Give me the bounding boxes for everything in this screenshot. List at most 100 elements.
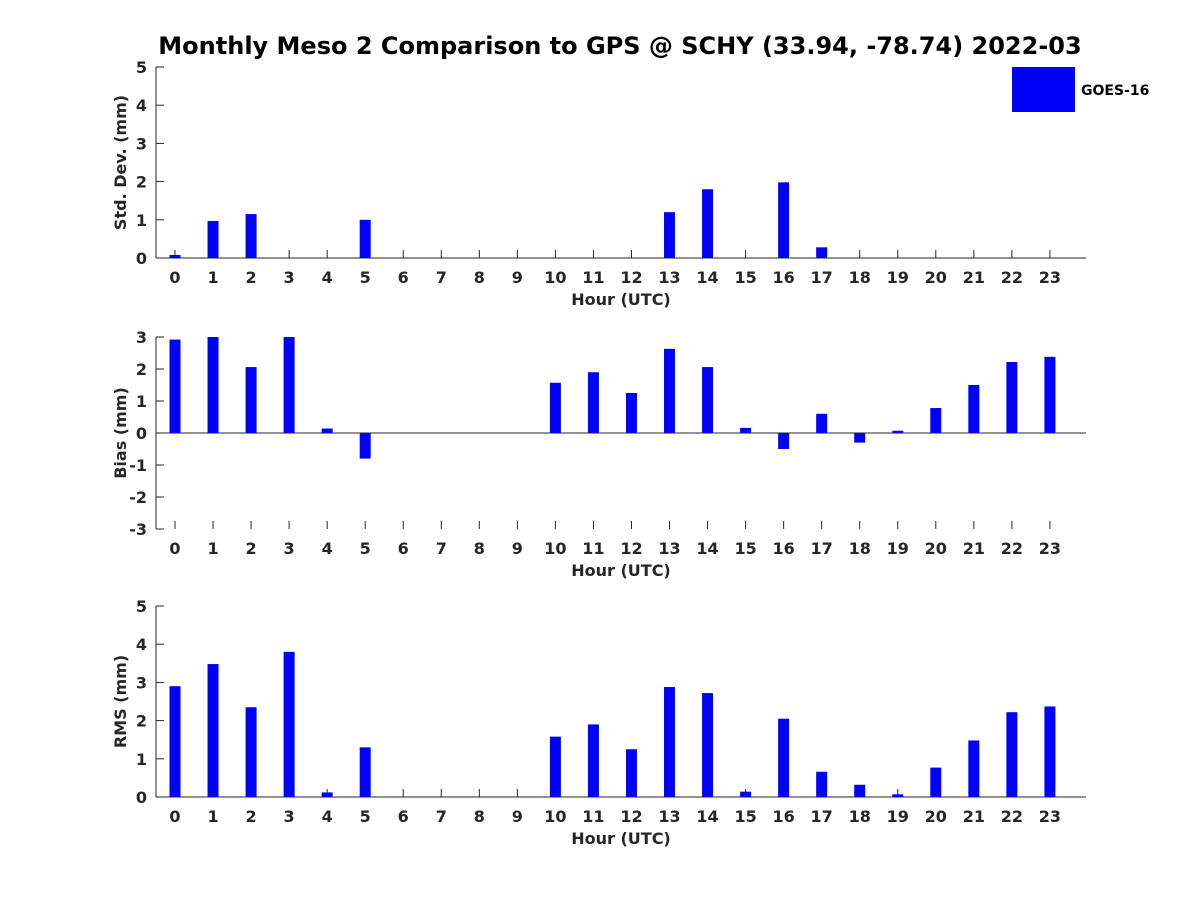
x-tick-label: 12: [620, 539, 642, 558]
x-tick-label: 1: [207, 807, 218, 826]
x-tick-label: 0: [169, 807, 180, 826]
bar: [169, 254, 181, 258]
x-tick-label: 15: [734, 539, 756, 558]
x-tick-label: 9: [512, 807, 523, 826]
bar: [778, 718, 790, 797]
x-tick-label: 5: [360, 539, 371, 558]
y-tick-label: 2: [136, 712, 147, 731]
y-tick-label: 0: [136, 249, 147, 268]
x-tick-label: 14: [696, 539, 718, 558]
x-tick-label: 10: [544, 539, 566, 558]
x-tick-label: 4: [322, 807, 333, 826]
bar: [549, 382, 561, 433]
x-tick-label: 5: [360, 807, 371, 826]
x-axis-label: Hour (UTC): [571, 561, 671, 580]
y-tick-label: 1: [136, 392, 147, 411]
bar: [854, 784, 866, 797]
x-tick-label: 9: [512, 268, 523, 287]
bar: [816, 771, 828, 797]
bar: [359, 219, 371, 258]
bar: [968, 740, 980, 797]
x-tick-label: 8: [474, 268, 485, 287]
x-tick-label: 4: [322, 539, 333, 558]
y-tick-label: 4: [136, 96, 147, 115]
x-tick-label: 6: [398, 268, 409, 287]
bar: [283, 337, 295, 433]
bar: [169, 339, 181, 433]
bar: [625, 393, 637, 433]
bar: [778, 182, 790, 258]
x-tick-label: 18: [849, 807, 871, 826]
bar: [664, 686, 676, 797]
x-tick-label: 10: [544, 807, 566, 826]
x-tick-label: 11: [582, 268, 604, 287]
bar: [816, 247, 828, 258]
y-tick-label: 3: [136, 673, 147, 692]
x-tick-label: 22: [1001, 539, 1023, 558]
bar: [778, 433, 790, 449]
x-tick-label: 23: [1039, 268, 1061, 287]
bar: [359, 433, 371, 459]
y-tick-label: 3: [136, 328, 147, 347]
bar: [1006, 361, 1018, 433]
y-axis-label: Std. Dev. (mm): [111, 95, 130, 230]
bar: [207, 664, 219, 797]
x-tick-label: 16: [773, 268, 795, 287]
y-tick-label: 1: [136, 750, 147, 769]
y-tick-label: 1: [136, 211, 147, 230]
x-tick-label: 12: [620, 807, 642, 826]
x-tick-label: 22: [1001, 268, 1023, 287]
x-tick-label: 0: [169, 268, 180, 287]
x-tick-label: 23: [1039, 807, 1061, 826]
x-tick-label: 8: [474, 539, 485, 558]
x-tick-label: 5: [360, 268, 371, 287]
x-tick-label: 19: [887, 539, 909, 558]
x-tick-label: 3: [284, 807, 295, 826]
y-axis-label: RMS (mm): [111, 655, 130, 748]
x-tick-label: 20: [925, 268, 947, 287]
bar: [283, 651, 295, 797]
x-tick-label: 0: [169, 539, 180, 558]
bar: [321, 428, 333, 433]
bar: [702, 189, 714, 258]
chart-title: Monthly Meso 2 Comparison to GPS @ SCHY …: [158, 32, 1081, 60]
y-tick-label: 0: [136, 424, 147, 443]
legend: GOES-16: [1012, 67, 1149, 112]
x-tick-label: 10: [544, 268, 566, 287]
y-tick-label: 2: [136, 360, 147, 379]
y-axis-label: Bias (mm): [111, 387, 130, 479]
bar: [625, 749, 637, 797]
bar: [587, 372, 599, 433]
x-tick-label: 17: [811, 539, 833, 558]
x-tick-label: 19: [887, 807, 909, 826]
bar: [245, 707, 257, 797]
x-axis-label: Hour (UTC): [571, 290, 671, 309]
bar: [892, 794, 904, 797]
x-tick-label: 14: [696, 807, 718, 826]
bar: [892, 430, 904, 433]
bar: [968, 385, 980, 433]
x-tick-label: 3: [284, 268, 295, 287]
x-tick-label: 21: [963, 807, 985, 826]
x-tick-label: 8: [474, 807, 485, 826]
x-tick-label: 17: [811, 268, 833, 287]
x-tick-label: 16: [773, 807, 795, 826]
x-tick-label: 13: [658, 807, 680, 826]
x-tick-label: 20: [925, 807, 947, 826]
x-tick-label: 17: [811, 807, 833, 826]
y-tick-label: 4: [136, 635, 147, 654]
y-tick-label: 2: [136, 173, 147, 192]
x-tick-label: 19: [887, 268, 909, 287]
bar: [664, 212, 676, 258]
x-tick-label: 13: [658, 268, 680, 287]
bar: [930, 408, 942, 433]
y-tick-label: 5: [136, 597, 147, 616]
bar: [854, 433, 866, 443]
bar: [587, 724, 599, 797]
x-tick-label: 21: [963, 539, 985, 558]
x-tick-label: 16: [773, 539, 795, 558]
